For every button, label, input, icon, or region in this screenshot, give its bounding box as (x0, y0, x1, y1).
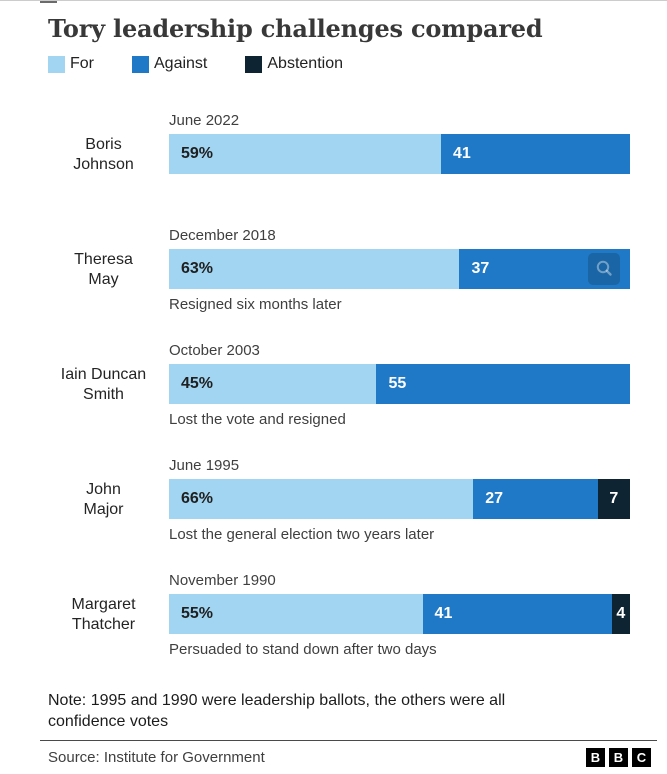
bar-column: November 1990 55% 41 4 Persuaded to stand do… (169, 571, 630, 659)
bar-row: Theresa May December 2018 63% 37 Resigned si… (0, 226, 667, 314)
segment-value-label: 45% (181, 375, 214, 392)
bar-caption: Resigned six months later (169, 296, 342, 313)
top-dash (40, 1, 57, 3)
segment-value-label: 41 (434, 605, 453, 622)
bar-column: December 2018 63% 37 Resigned six months la… (169, 226, 630, 314)
leader-name: Boris Johnson (73, 136, 134, 173)
magnifier-icon[interactable] (588, 253, 620, 285)
footer-divider (40, 740, 657, 741)
bbc-logo-block: B (586, 748, 605, 767)
bar-segment-abstention: 4 (611, 594, 630, 634)
bar-column: June 1995 66% 27 7 Lost the general election… (169, 456, 630, 544)
bar-segment-for: 55% (169, 594, 423, 634)
segment-value-label: 55% (181, 605, 214, 622)
legend-label: For (70, 55, 94, 72)
footer: Note: 1995 and 1990 were leadership ball… (0, 686, 667, 767)
segment-value-label: 27 (485, 490, 504, 507)
segment-value-label: 63% (181, 260, 214, 277)
legend-item-against: Against (132, 54, 207, 74)
leader-name: John Major (83, 481, 124, 518)
leader-name: Margaret Thatcher (71, 596, 136, 633)
bar-segment-against: 41 (440, 134, 630, 174)
bar-row: Iain Duncan Smith October 2003 45% 55 Lost t… (0, 341, 667, 429)
bar-caption (169, 180, 630, 199)
header: Tory leadership challenges compared For A… (0, 14, 667, 74)
segment-value-label: 7 (609, 490, 619, 507)
legend-label: Against (154, 55, 208, 72)
stacked-bar: 66% 27 7 (169, 479, 630, 519)
bar-date: October 2003 (169, 342, 260, 359)
source-text: Source: Institute for Government (48, 749, 265, 766)
leader-name: Iain Duncan Smith (60, 366, 147, 403)
segment-value-label: 59% (181, 145, 214, 162)
segment-value-label: 66% (181, 490, 214, 507)
legend: For Against Abstention (48, 54, 630, 74)
stacked-bar: 63% 37 (169, 249, 630, 289)
legend-label: Abstention (267, 55, 343, 72)
bar-date: December 2018 (169, 227, 276, 244)
bar-column: October 2003 45% 55 Lost the vote and resig… (169, 341, 630, 429)
bar-caption: Lost the vote and resigned (169, 411, 346, 428)
stacked-bar: 45% 55 (169, 364, 630, 404)
bar-segment-against: 27 (473, 479, 598, 519)
bar-segment-against: 37 (459, 249, 630, 289)
note-text: Note: 1995 and 1990 were leadership ball… (48, 692, 506, 730)
bbc-logo-block: B (609, 748, 628, 767)
stacked-bar: 59% 41 (169, 134, 630, 174)
bar-date: November 1990 (169, 572, 276, 589)
segment-value-label: 4 (616, 605, 626, 622)
leader-name: Theresa May (74, 251, 133, 288)
bbc-logo-block: C (632, 748, 651, 767)
segment-value-label: 55 (388, 375, 407, 392)
bar-segment-against: 41 (422, 594, 612, 634)
chart: Boris Johnson June 2022 59% 41 Theresa May De… (0, 111, 667, 659)
bar-row: Margaret Thatcher November 1990 55% 41 4 Pers… (0, 571, 667, 659)
bar-row: John Major June 1995 66% 27 7 Lost the genera… (0, 456, 667, 544)
segment-value-label: 41 (452, 145, 471, 162)
legend-swatch-abstention (245, 55, 263, 73)
segment-value-label: 37 (471, 260, 490, 277)
bar-segment-abstention: 7 (597, 479, 630, 519)
bar-segment-for: 59% (169, 134, 441, 174)
bar-segment-for: 63% (169, 249, 460, 289)
legend-swatch-for (48, 55, 65, 73)
bar-row: Boris Johnson June 2022 59% 41 (0, 111, 667, 199)
legend-swatch-against (132, 55, 149, 73)
bar-segment-for: 66% (169, 479, 474, 519)
bar-segment-against: 55 (376, 364, 630, 404)
bar-segment-for: 45% (169, 364, 377, 404)
legend-item-abstention: Abstention (245, 54, 343, 74)
bar-caption: Lost the general election two years late… (169, 526, 435, 543)
legend-item-for: For (48, 54, 94, 74)
bar-date: June 1995 (169, 457, 240, 474)
bar-date: June 2022 (169, 112, 240, 129)
page-title: Tory leadership challenges compared (48, 14, 543, 43)
stacked-bar: 55% 41 4 (169, 594, 630, 634)
bar-column: June 2022 59% 41 (169, 111, 630, 199)
bar-caption: Persuaded to stand down after two days (169, 641, 437, 658)
